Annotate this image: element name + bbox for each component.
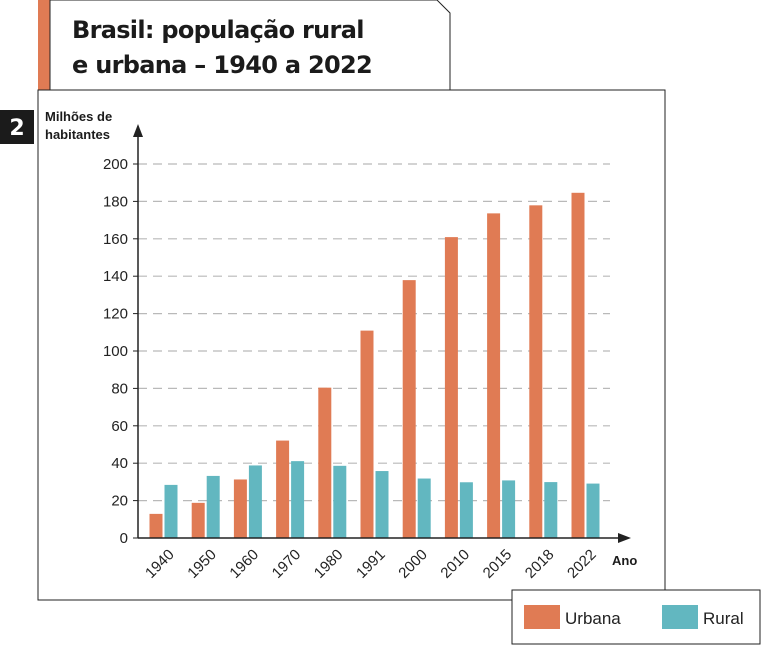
bar-urbana-2000 [402,280,416,538]
chart-title-line-2: e urbana – 1940 a 2022 [72,51,372,79]
y-tick-label: 200 [103,156,128,173]
y-tick-label: 140 [103,268,128,285]
x-tick-label: 2010 [437,546,473,582]
bar-urbana-1960 [233,479,247,538]
x-axis-label: Ano [612,553,637,568]
x-tick-label: 1950 [184,546,220,582]
title-box [49,0,451,91]
y-axis-label-line-2: habitantes [45,127,110,142]
x-tick-label: 1991 [353,546,389,582]
bar-rural-2015 [502,480,516,538]
bar-urbana-1940 [149,513,163,538]
chart-title-line-1: Brasil: população rural [72,16,364,44]
y-tick-label: 160 [103,231,128,248]
axes [133,124,631,543]
x-tick-label: 2018 [522,546,558,582]
x-tick-labels: 1940 1950 1960 1970 1980 1991 2000 2010 2015 2018… [142,546,600,582]
y-tick-label: 180 [103,193,128,210]
y-tick-label: 120 [103,306,128,323]
bar-rural-2000 [417,478,431,538]
y-tick-label: 80 [111,380,128,397]
legend-label-rural: Rural [703,609,744,628]
title-accent-bar [38,0,50,90]
legend-swatch-urbana [524,605,560,629]
figure-number: 2 [9,116,24,141]
bar-urbana-1980 [318,387,332,538]
bar-rural-2010 [459,482,473,538]
bar-urbana-2015 [487,213,501,539]
bar-rural-1960 [248,465,262,538]
x-tick-label: 1940 [142,546,178,582]
x-tick-label: 1970 [269,546,305,582]
y-tick-label: 20 [111,493,128,510]
bar-rural-1980 [333,465,347,538]
bar-urbana-1950 [191,502,205,538]
x-tick-label: 1980 [311,546,347,582]
bar-rural-2022 [586,483,600,538]
y-tick-label: 60 [111,418,128,435]
x-tick-label: 2000 [395,546,431,582]
bar-rural-1970 [291,461,305,538]
y-tick-label: 100 [103,343,128,360]
chart-frame [37,89,666,601]
y-tick-label: 40 [111,455,128,472]
bar-rural-2018 [544,482,558,538]
bar-urbana-2010 [444,237,458,538]
y-tick-labels: 0 20 40 60 80 100 120 140 160 180 200 [103,156,128,547]
y-axis-arrow [133,124,143,137]
x-tick-label: 1960 [226,546,262,582]
x-tick-label: 2022 [564,546,600,582]
bar-rural-1991 [375,471,389,538]
bars [149,192,600,539]
legend-label-urbana: Urbana [565,609,621,628]
x-axis-arrow [618,533,631,543]
figure-number-badge [0,110,34,144]
legend-swatch-rural [662,605,698,629]
bar-urbana-2022 [571,192,585,538]
bar-urbana-1991 [360,330,374,538]
y-tick-label: 0 [120,530,128,547]
x-tick-label: 2015 [480,546,516,582]
bar-urbana-2018 [529,205,543,538]
bar-rural-1940 [164,484,178,538]
bar-urbana-1970 [276,440,290,538]
y-axis-label-line-1: Milhões de [45,109,112,124]
bar-rural-1950 [206,475,220,538]
